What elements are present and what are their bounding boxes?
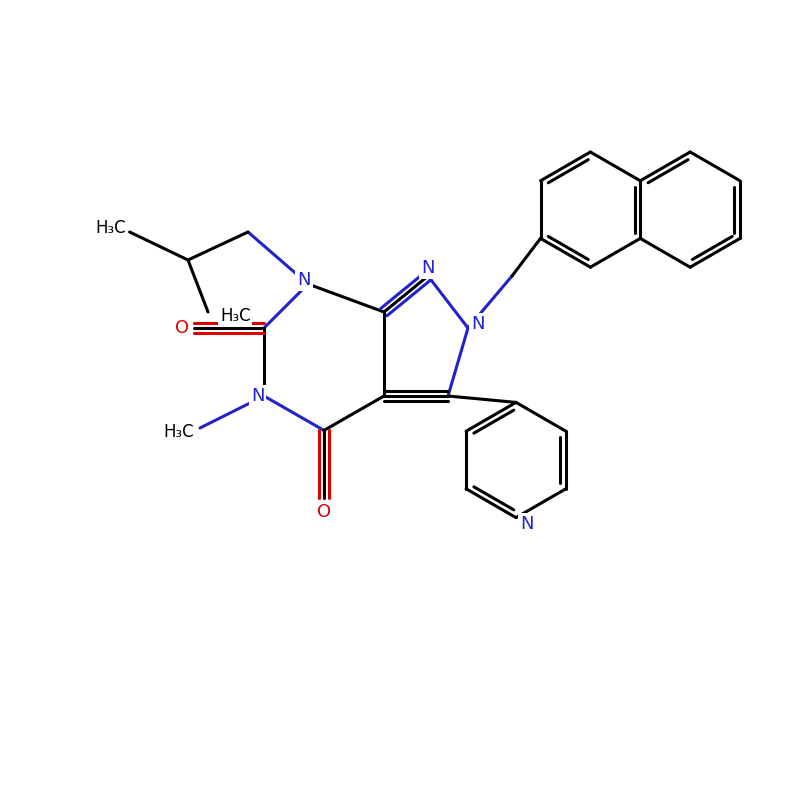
Text: H₃C: H₃C [95, 219, 126, 237]
Text: N: N [298, 271, 310, 289]
Text: H₃C: H₃C [163, 423, 194, 441]
Text: O: O [174, 319, 189, 337]
Text: H₃C: H₃C [220, 307, 250, 325]
Text: N: N [471, 315, 484, 333]
Text: N: N [520, 515, 534, 533]
Text: N: N [251, 387, 264, 405]
Text: O: O [317, 503, 331, 521]
Text: N: N [422, 259, 434, 277]
